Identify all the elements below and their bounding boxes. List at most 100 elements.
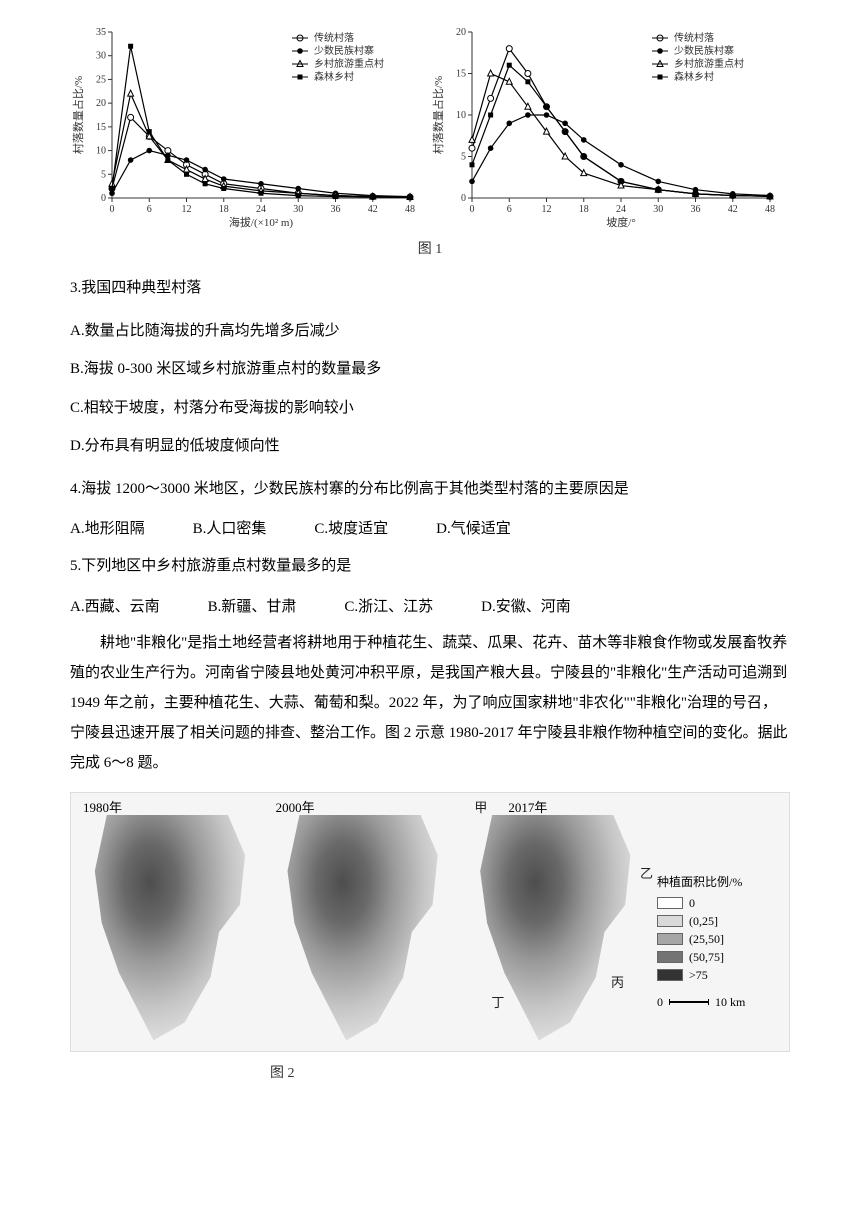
- svg-text:30: 30: [653, 204, 663, 215]
- scale-bar: 0 10 km: [657, 995, 781, 1010]
- legend-title: 种植面积比例/%: [657, 873, 781, 890]
- legend-label: 0: [689, 896, 695, 911]
- legend-swatch: [657, 969, 683, 981]
- scale-line: [669, 1001, 709, 1003]
- question-4-stem: 4.海拔 1200～3000 米地区，少数民族村寨的分布比例高于其他类型村落的主…: [70, 475, 790, 504]
- q4-option-d: D.气候适宜: [436, 517, 511, 538]
- scale-left: 0: [657, 995, 663, 1010]
- map-year-1980: 1980年: [83, 797, 122, 816]
- map-year-2017: 2017年: [508, 797, 547, 816]
- legend-swatch: [657, 933, 683, 945]
- legend-item: (0,25]: [657, 914, 781, 929]
- map-blob-2000: [274, 815, 447, 1041]
- svg-text:48: 48: [405, 204, 415, 215]
- svg-text:48: 48: [765, 204, 775, 215]
- svg-text:15: 15: [456, 69, 466, 80]
- svg-text:海拔/(×10² m): 海拔/(×10² m): [229, 215, 294, 229]
- question-5-stem: 5.下列地区中乡村旅游重点村数量最多的是: [70, 552, 790, 581]
- svg-text:42: 42: [368, 204, 378, 215]
- svg-text:5: 5: [461, 152, 466, 163]
- svg-text:村落数量占比/%: 村落数量占比/%: [71, 76, 85, 154]
- svg-text:10: 10: [456, 110, 466, 121]
- svg-text:42: 42: [728, 204, 738, 215]
- svg-text:36: 36: [331, 204, 341, 215]
- svg-text:传统村落: 传统村落: [314, 31, 354, 44]
- map-blob-1980: [81, 815, 254, 1041]
- svg-text:12: 12: [182, 204, 192, 215]
- svg-text:12: 12: [542, 204, 552, 215]
- svg-text:25: 25: [96, 74, 106, 85]
- figure-1-caption: 图 1: [70, 238, 790, 258]
- legend-label: (50,75]: [689, 950, 724, 965]
- q5-option-a: A.西藏、云南: [70, 595, 160, 616]
- question-3-options: A.数量占比随海拔的升高均先增多后减少 B.海拔 0-300 米区域乡村旅游重点…: [70, 317, 790, 461]
- q4-option-c: C.坡度适宜: [314, 517, 388, 538]
- q4-option-a: A.地形阻隔: [70, 517, 145, 538]
- legend-item: 0: [657, 896, 781, 911]
- legend-item: (25,50]: [657, 932, 781, 947]
- q3-option-b: B.海拔 0-300 米区域乡村旅游重点村的数量最多: [70, 355, 790, 384]
- svg-text:少数民族村寨: 少数民族村寨: [314, 44, 374, 57]
- legend-swatch: [657, 915, 683, 927]
- svg-text:0: 0: [101, 193, 106, 204]
- question-3-stem: 3.我国四种典型村落: [70, 274, 790, 303]
- map-marker-yi: 乙: [640, 863, 653, 882]
- q3-option-d: D.分布具有明显的低坡度倾向性: [70, 432, 790, 461]
- map-2017: 2017年 甲 乙 丙 丁: [456, 793, 649, 1051]
- svg-text:森林乡村: 森林乡村: [674, 70, 714, 83]
- chart-left: 061218243036424805101520253035海拔/(×10² m…: [70, 20, 420, 230]
- svg-text:36: 36: [691, 204, 701, 215]
- legend-label: >75: [689, 968, 708, 983]
- svg-text:村落数量占比/%: 村落数量占比/%: [431, 76, 445, 154]
- svg-text:24: 24: [616, 204, 626, 215]
- map-year-2000: 2000年: [276, 797, 315, 816]
- svg-text:乡村旅游重点村: 乡村旅游重点村: [314, 57, 384, 70]
- q5-option-b: B.新疆、甘肃: [208, 595, 297, 616]
- q3-option-a: A.数量占比随海拔的升高均先增多后减少: [70, 317, 790, 346]
- svg-text:18: 18: [219, 204, 229, 215]
- svg-text:20: 20: [456, 27, 466, 38]
- figure-2-caption: 图 2: [70, 1062, 790, 1082]
- legend-label: (0,25]: [689, 914, 718, 929]
- scale-right: 10 km: [715, 995, 745, 1010]
- svg-text:少数民族村寨: 少数民族村寨: [674, 44, 734, 57]
- q5-option-c: C.浙江、江苏: [344, 595, 433, 616]
- svg-text:6: 6: [147, 204, 152, 215]
- q3-option-c: C.相较于坡度，村落分布受海拔的影响较小: [70, 394, 790, 423]
- map-marker-ding: 丁: [491, 992, 504, 1011]
- svg-text:传统村落: 传统村落: [674, 31, 714, 44]
- map-image: 1980年 2000年 2017年 甲 乙 丙 丁 种植面积比例/% 0 (0,2…: [70, 792, 790, 1052]
- map-2000: 2000年: [264, 793, 457, 1051]
- map-legend: 种植面积比例/% 0 (0,25] (25,50] (50,75] >75 0 10 k…: [649, 793, 789, 1051]
- svg-text:0: 0: [461, 193, 466, 204]
- svg-text:坡度/°: 坡度/°: [606, 215, 635, 229]
- legend-item: (50,75]: [657, 950, 781, 965]
- svg-text:乡村旅游重点村: 乡村旅游重点村: [674, 57, 744, 70]
- chart-right: 0 6 12 18 24 30 36 42 48 0 5 10 15 20 坡度/° 村落数量占比/% 传统村落…: [430, 20, 780, 230]
- svg-text:35: 35: [96, 27, 106, 38]
- question-4-options: A.地形阻隔 B.人口密集 C.坡度适宜 D.气候适宜: [70, 517, 790, 538]
- map-1980: 1980年: [71, 793, 264, 1051]
- legend-label: (25,50]: [689, 932, 724, 947]
- svg-text:森林乡村: 森林乡村: [314, 70, 354, 83]
- q5-option-d: D.安徽、河南: [481, 595, 571, 616]
- svg-text:0: 0: [110, 204, 115, 215]
- svg-text:6: 6: [507, 204, 512, 215]
- q4-option-b: B.人口密集: [193, 517, 267, 538]
- figure-1-charts: 0 6 12 18 24 30 36 42 48 0 5 10 15 20 25 30 35 海拔/(×10² m…: [70, 20, 790, 230]
- passage-text: 耕地"非粮化"是指土地经营者将耕地用于种植花生、蔬菜、瓜果、花卉、苗木等非粮食作…: [70, 628, 790, 778]
- legend-swatch: [657, 951, 683, 963]
- svg-text:18: 18: [579, 204, 589, 215]
- svg-text:30: 30: [96, 51, 106, 62]
- map-marker-bing: 丙: [611, 972, 624, 991]
- svg-text:5: 5: [101, 169, 106, 180]
- svg-text:0: 0: [470, 204, 475, 215]
- svg-text:30: 30: [293, 204, 303, 215]
- question-5-options: A.西藏、云南 B.新疆、甘肃 C.浙江、江苏 D.安徽、河南: [70, 595, 790, 616]
- svg-text:15: 15: [96, 122, 106, 133]
- svg-text:24: 24: [256, 204, 266, 215]
- map-marker-jia: 甲: [474, 797, 487, 816]
- svg-text:20: 20: [96, 98, 106, 109]
- legend-item: >75: [657, 968, 781, 983]
- figure-2-maps: 1980年 2000年 2017年 甲 乙 丙 丁 种植面积比例/% 0 (0,2…: [70, 792, 790, 1082]
